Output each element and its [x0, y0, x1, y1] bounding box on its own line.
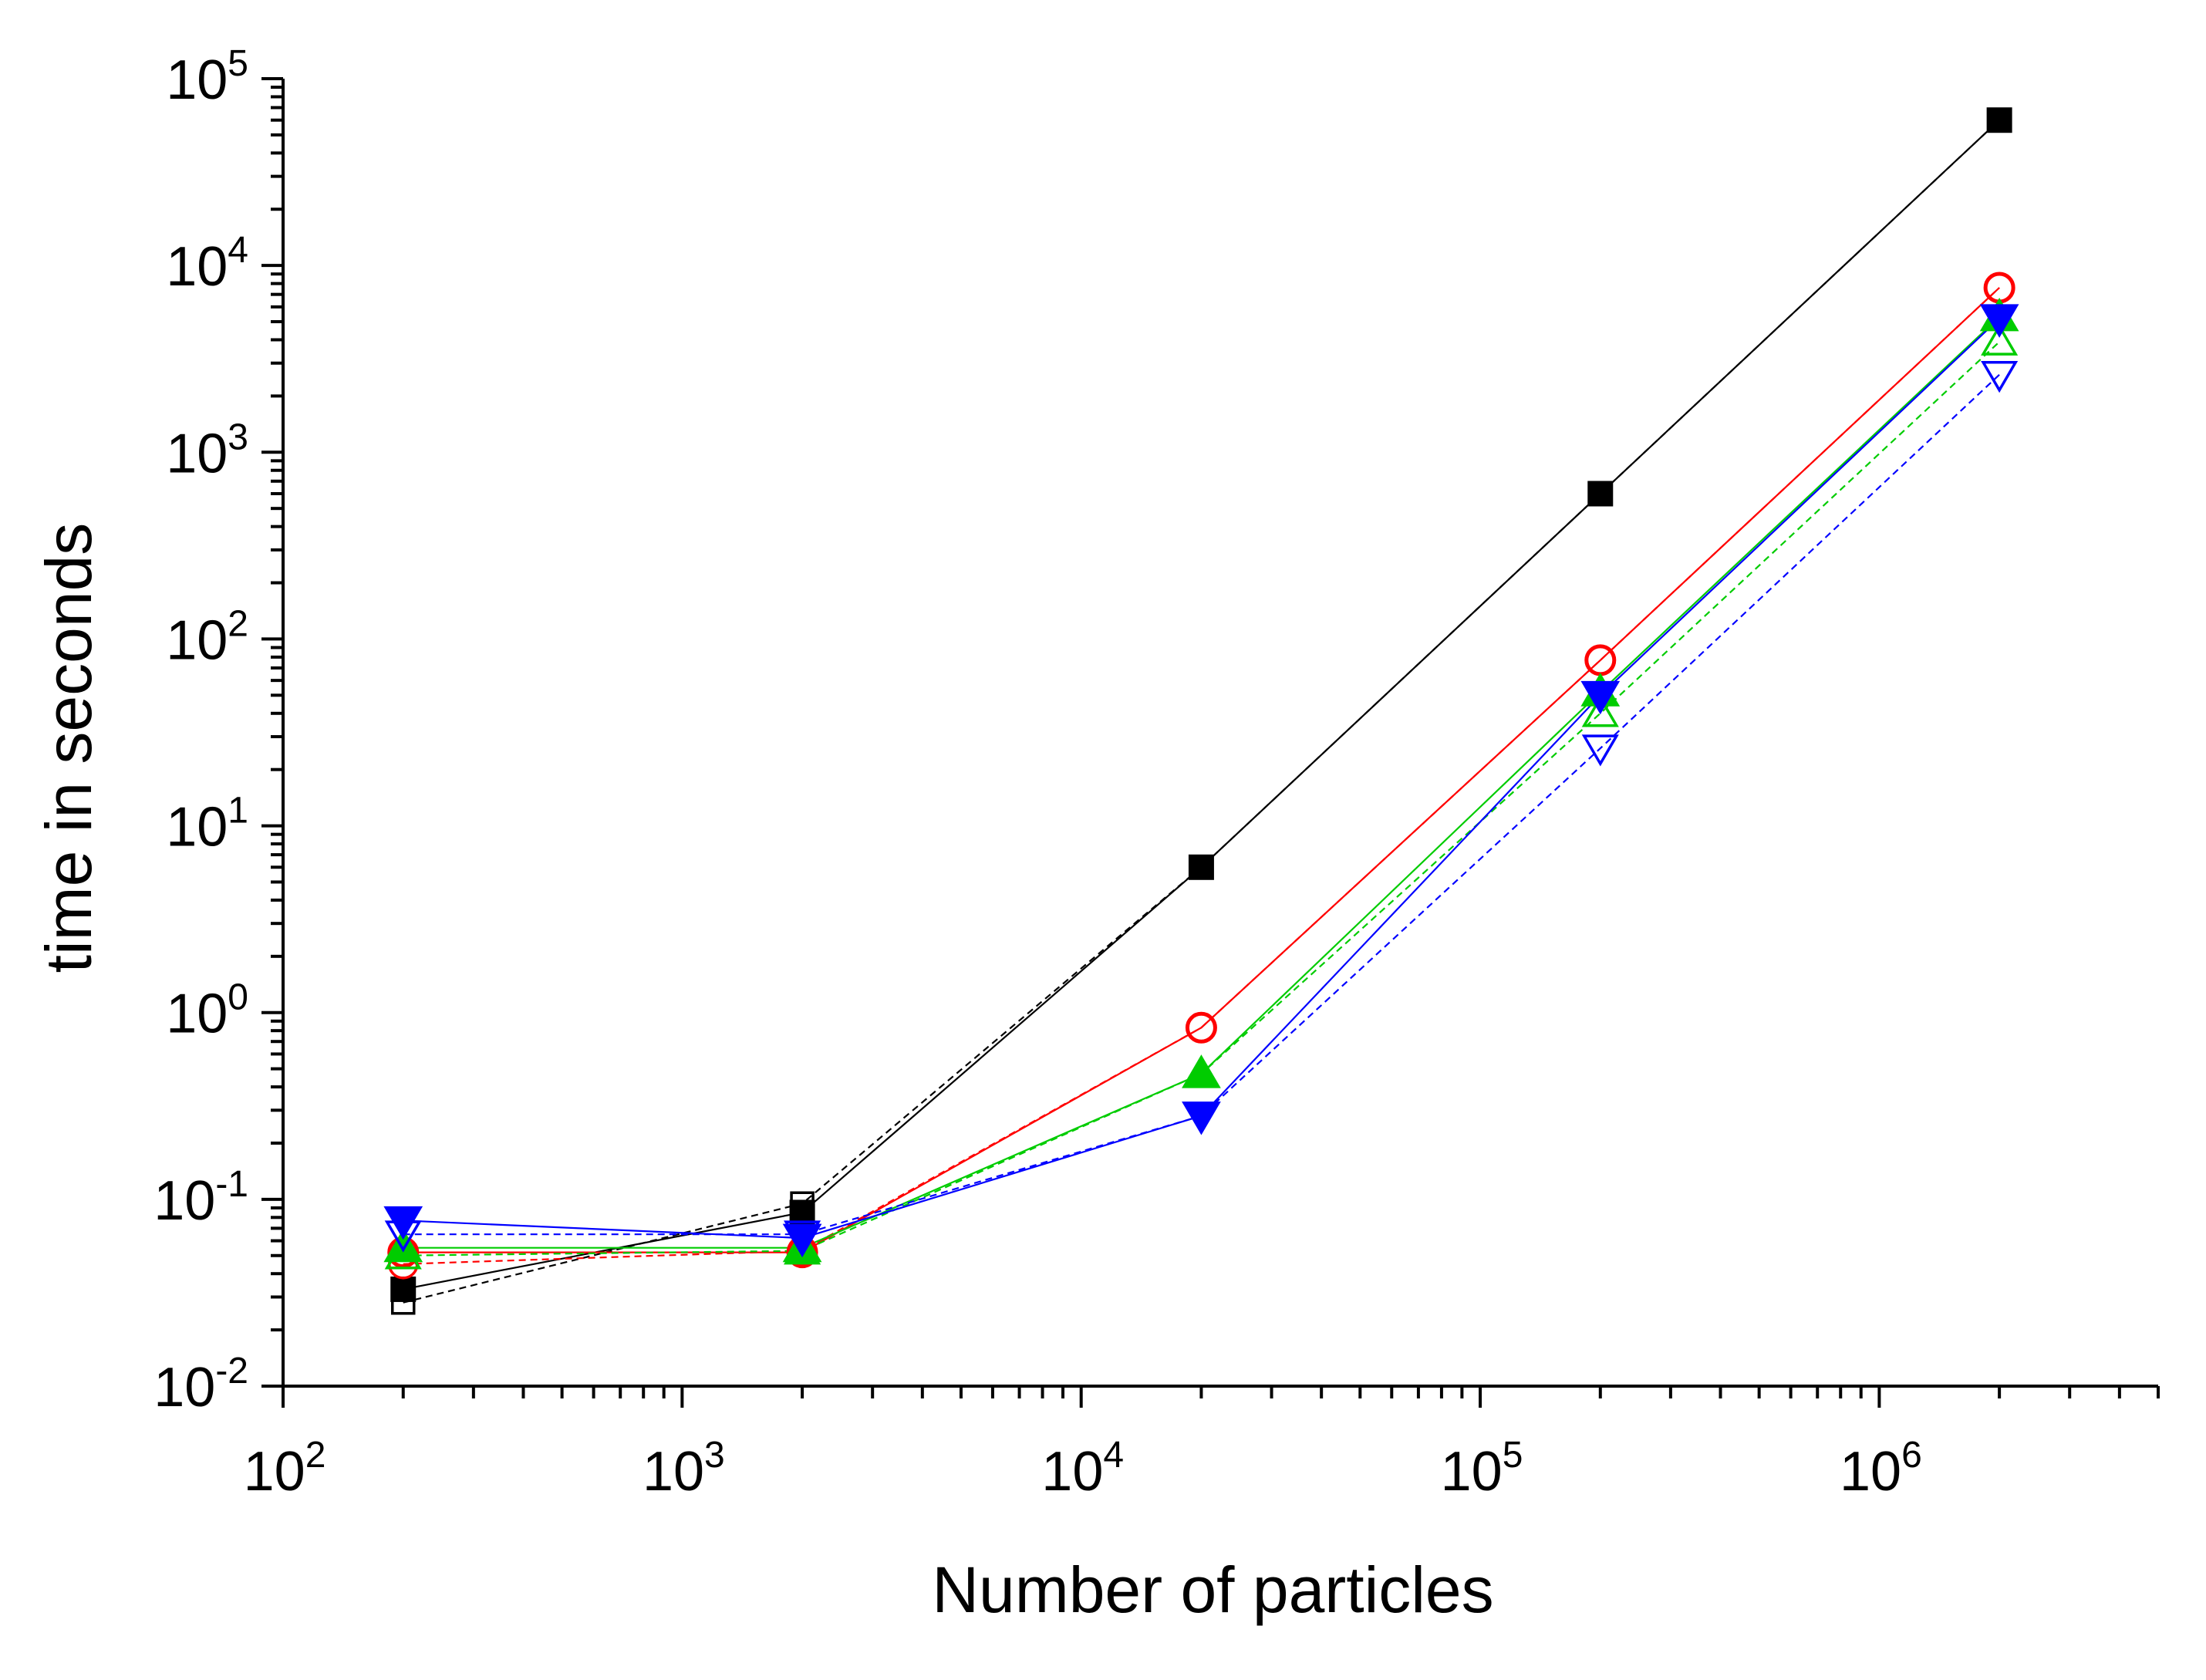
y-tick-label: 103 [166, 417, 248, 484]
y-tick-label: 10-1 [153, 1164, 248, 1232]
data-point-s2-4 [1588, 481, 1613, 506]
x-tick-label: 106 [1840, 1435, 1922, 1503]
data-point-s6-5 [1981, 323, 2019, 356]
data-point-s8-1 [384, 1220, 422, 1253]
y-axis-label: time in seconds [32, 523, 105, 973]
data-point-s8-5 [1981, 361, 2019, 393]
x-tick-label: 104 [1041, 1435, 1124, 1503]
x-ticks: 102 103 104 105 106 [244, 1386, 2160, 1503]
y-tick-label: 10-2 [153, 1351, 248, 1419]
y-tick-label: 100 [166, 977, 248, 1045]
data-point-s6-3 [1182, 1055, 1220, 1088]
data-point-s1-1 [390, 1276, 417, 1302]
data-point-s7-3 [1182, 1101, 1221, 1135]
data-point-s6-2 [784, 1233, 821, 1265]
y-tick-label: 101 [166, 791, 248, 859]
data-point-s4-5 [1984, 272, 2015, 303]
data-point-s1-2 [789, 1199, 815, 1226]
series-markers [383, 107, 2019, 1315]
data-point-s2-2 [790, 1191, 815, 1216]
data-point-s7-5 [1979, 304, 2019, 338]
y-tick-label: 104 [166, 230, 248, 298]
x-axis-label: Number of particles [932, 1553, 1493, 1626]
data-point-s2-1 [390, 1290, 416, 1315]
data-point-s8-2 [784, 1220, 821, 1253]
data-point-s8-3 [1182, 1101, 1220, 1135]
data-point-s1-3 [1188, 854, 1214, 880]
data-point-s8-4 [1581, 734, 1619, 767]
data-point-s4-3 [1186, 1012, 1217, 1044]
data-point-s2-3 [1189, 855, 1214, 880]
data-point-s7-4 [1580, 680, 1621, 715]
y-tick-label: 102 [166, 603, 248, 671]
y-ticks: 10-2 10-1 100 101 102 103 104 105 [153, 43, 283, 1419]
data-point-s6-4 [1581, 695, 1619, 727]
data-point-s6-1 [384, 1237, 422, 1270]
axes: 102 103 104 105 106 10-210-11001011021031041… [153, 43, 2160, 1503]
data-point-s7-2 [782, 1223, 822, 1258]
data-point-s2-5 [1987, 107, 2012, 133]
x-tick-label: 105 [1441, 1435, 1523, 1503]
x-tick-label: 103 [643, 1435, 725, 1503]
y-tick-label: 105 [166, 43, 248, 111]
data-point-s1-5 [1986, 107, 2012, 133]
series-line-7 [403, 318, 2000, 1240]
data-point-s1-4 [1587, 481, 1614, 507]
x-tick-label: 102 [244, 1435, 326, 1503]
series-line-4 [403, 287, 2000, 1265]
